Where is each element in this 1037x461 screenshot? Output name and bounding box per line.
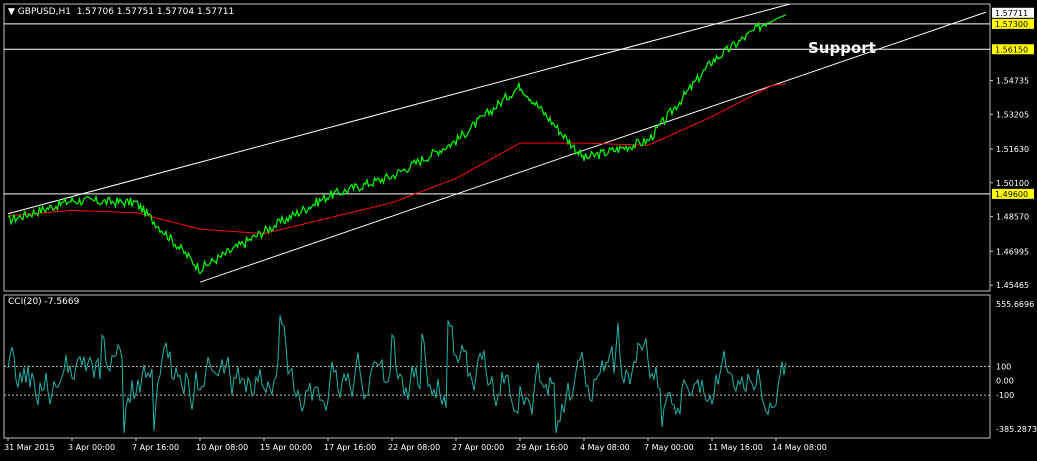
- x-tick-label: 17 Apr 16:00: [324, 443, 376, 452]
- price-line: [7, 14, 787, 275]
- current-price-box: [992, 7, 1034, 18]
- channel-upper-line: [7, 3, 791, 215]
- symbol-title: GBPUSD,H1: [17, 7, 71, 17]
- y-tick-label: 1.54735: [996, 76, 1029, 85]
- x-tick-label: 27 Apr 00:00: [452, 443, 504, 452]
- level-price-label: 1.49600: [995, 190, 1028, 199]
- cci-title: CCI(20) -7.5669: [8, 297, 80, 307]
- cci-axis-label: 555.6696: [996, 300, 1034, 309]
- y-tick-label: 1.46995: [996, 247, 1029, 256]
- level-price-box: [992, 18, 1034, 29]
- x-tick-label: 11 May 16:00: [708, 443, 763, 452]
- dropdown-triangle-icon[interactable]: ▼: [8, 7, 15, 17]
- level-price-box: [992, 188, 1034, 199]
- support-label: Support: [808, 39, 876, 57]
- x-tick-label: 31 Mar 2015: [4, 443, 55, 452]
- cci-line: [7, 315, 787, 434]
- x-tick-label: 3 Apr 00:00: [68, 443, 115, 452]
- cci-axis-label: 100: [996, 362, 1011, 371]
- x-tick-label: 29 Apr 16:00: [516, 443, 568, 452]
- y-tick-label: 1.48570: [996, 213, 1029, 222]
- current-price-label: 1.57711: [995, 9, 1028, 18]
- y-tick-label: 1.50100: [996, 179, 1029, 188]
- y-tick-label: 1.53205: [996, 110, 1029, 119]
- cci-axis-label: 0.00: [996, 377, 1014, 386]
- x-tick-label: 7 May 00:00: [644, 443, 694, 452]
- level-price-box: [992, 44, 1034, 55]
- cci-axis-label: -385.2873: [996, 425, 1037, 434]
- moving-average-line: [7, 82, 787, 235]
- channel-lower-line: [199, 11, 987, 283]
- chart-header: ▼ GBPUSD,H1 1.57706 1.57751 1.57704 1.57…: [8, 7, 234, 17]
- x-tick-label: 15 Apr 00:00: [260, 443, 312, 452]
- x-tick-label: 10 Apr 08:00: [196, 443, 248, 452]
- ohlc-readout: 1.57706 1.57751 1.57704 1.57711: [76, 7, 235, 17]
- main-pane-frame: [3, 3, 991, 292]
- level-price-label: 1.57300: [995, 20, 1028, 29]
- level-price-label: 1.56150: [995, 45, 1028, 54]
- cci-axis-label: -100: [996, 391, 1014, 400]
- y-tick-label: 1.51630: [996, 145, 1029, 154]
- x-tick-label: 22 Apr 08:00: [388, 443, 440, 452]
- x-tick-label: 7 Apr 16:00: [132, 443, 179, 452]
- x-tick-label: 14 May 08:00: [772, 443, 827, 452]
- x-tick-label: 4 May 08:00: [580, 443, 630, 452]
- y-tick-label: 1.45465: [996, 281, 1029, 290]
